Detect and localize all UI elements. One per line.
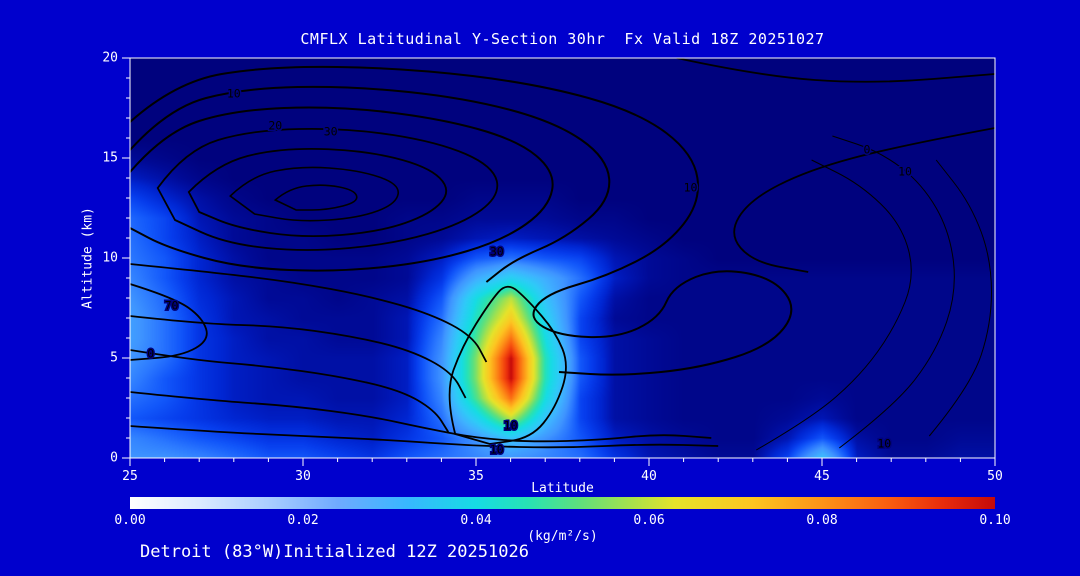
colorbar: [130, 497, 995, 509]
contour-label: 30: [324, 125, 338, 139]
x-tick-label: 30: [295, 469, 311, 484]
x-tick-label: 50: [987, 469, 1003, 484]
contour-label: 10: [227, 87, 241, 101]
colorbar-labels: 0.00 0.02 0.04 0.06 0.08 0.10: [114, 513, 1010, 529]
colorbar-tick-label: 0.00: [114, 513, 146, 528]
contour-line: [130, 315, 467, 399]
plot-frame: [129, 57, 996, 459]
contour-line: [832, 135, 955, 449]
contour-label: 10: [898, 165, 912, 179]
contour-line: [130, 106, 554, 272]
contour-label: 0: [147, 347, 154, 361]
contour-line: [130, 85, 611, 283]
y-tick-label: 5: [110, 351, 118, 366]
x-tick-label: 45: [814, 469, 830, 484]
y-tick-label: 20: [102, 51, 118, 66]
y-tick-label: 10: [102, 251, 118, 266]
contour-label: 10: [504, 419, 518, 433]
colorbar-tick-label: 0.04: [460, 513, 492, 528]
contour-line: [187, 147, 448, 238]
contour-line: [130, 65, 793, 376]
contour-label: 10: [877, 437, 891, 451]
contour-line: [756, 159, 912, 451]
x-axis-title: Latitude: [531, 481, 594, 496]
colorbar-tick-label: 0.06: [633, 513, 665, 528]
contour-label: 0: [864, 143, 871, 157]
colorbar-units: (kg/m²/s): [527, 529, 598, 544]
contour-line: [130, 263, 488, 363]
colorbar-tick-label: 0.08: [806, 513, 838, 528]
contour-line: [676, 58, 995, 83]
x-tick-label: 25: [122, 469, 138, 484]
y-tick-label: 0: [110, 451, 118, 466]
contour-fill-canvas: [130, 58, 995, 458]
x-tick-label: 35: [468, 469, 484, 484]
run-info-footer: Detroit (83°W)Initialized 12Z 20251026: [140, 542, 529, 562]
contour-line: [130, 283, 208, 361]
y-tick-label: 15: [102, 151, 118, 166]
contour-line: [448, 285, 567, 445]
contour-line: [928, 159, 993, 437]
contour-line: [130, 425, 719, 449]
contour-label: 30: [490, 245, 504, 259]
contour-line: [229, 166, 399, 222]
contour-line: [273, 184, 358, 211]
x-tick-label: 40: [641, 469, 657, 484]
contour-label: 10: [684, 181, 698, 195]
contour-label: 20: [268, 119, 282, 133]
contour-line: [130, 349, 450, 433]
contour-line: [156, 127, 499, 251]
contour-line: [733, 127, 995, 273]
chart-title: CMFLX Latitudinal Y-Section 30hr Fx Vali…: [300, 30, 825, 48]
colorbar-tick-label: 0.10: [979, 513, 1011, 528]
colorbar-tick-label: 0.02: [287, 513, 319, 528]
contour-label: 10: [490, 443, 504, 457]
contour-lines-group: [130, 58, 995, 451]
contour-line: [130, 391, 712, 443]
contour-label: 70: [165, 299, 179, 313]
